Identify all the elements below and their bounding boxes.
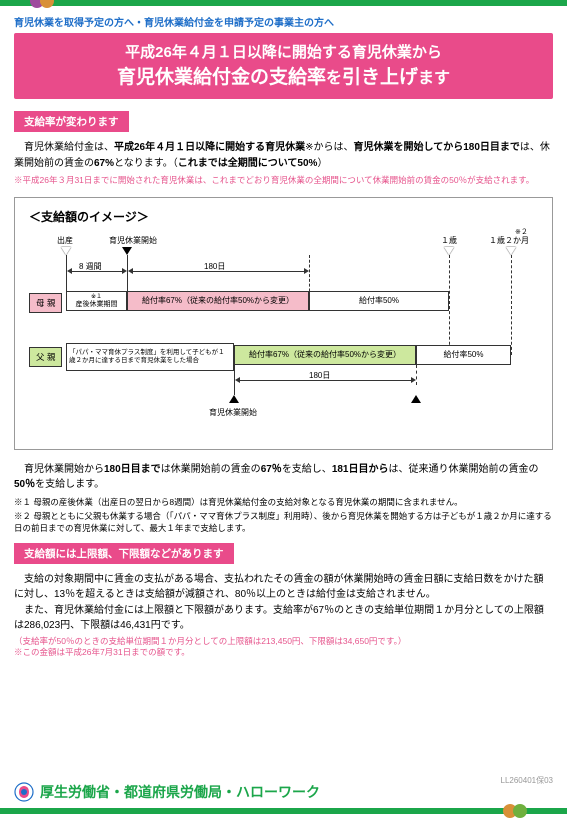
section2-note2: ※２ 母親とともに父親も休業する場合（「パパ・ママ育休プラス制度」利用時）、後か… [14, 511, 553, 535]
title-box: 平成26年４月１日以降に開始する育児休業から 育児休業給付金の支給率を引き上げま… [14, 33, 553, 99]
section1-header: 支給率が変わります [14, 111, 129, 132]
section3-note: （支給率が50％のときの支給単位期間１か月分としての上限額は213,450円、下… [14, 636, 553, 660]
footer-code: LL260401保03 [501, 775, 554, 786]
footer-text: 厚生労働省・都道府県労働局・ハローワーク [40, 782, 320, 802]
section2-note1: ※１ 母親の産後休業（出産日の翌日から8週間）は育児休業給付金の支給対象となる育… [14, 497, 553, 509]
subtitle: 育児休業を取得予定の方へ・育児休業給付金を申請予定の事業主の方へ [14, 14, 553, 29]
title-line1: 平成26年４月１日以降に開始する育児休業から [14, 41, 553, 62]
decor-circle [40, 0, 54, 8]
section3-header: 支給額には上限額、下限額などがあります [14, 543, 234, 564]
top-border [0, 0, 567, 6]
diagram: 出産 育児休業開始 １歳 １歳２か月 ※２ 8 週間 180日 母 親 [29, 235, 538, 435]
title-line2: 育児休業給付金の支給率を引き上げます [14, 62, 553, 89]
decor-circle [513, 804, 527, 818]
section1-body: 育児休業給付金は、平成26年４月１日以降に開始する育児休業※からは、育児休業を開… [14, 140, 553, 171]
footer: 厚生労働省・都道府県労働局・ハローワーク [0, 782, 567, 802]
section1-note: ※平成26年３月31日までに開始された育児休業は、これまでどおり育児休業の全期間… [14, 175, 553, 187]
diagram-box: ＜支給額のイメージ＞ 出産 育児休業開始 １歳 １歳２か月 ※２ 8 週間 [14, 197, 553, 450]
diagram-title: ＜支給額のイメージ＞ [29, 208, 538, 225]
footer-border [0, 808, 567, 814]
section3-body: 支給の対象期間中に賃金の支払がある場合、支払われたその賃金の額が休業開始時の賃金… [14, 572, 553, 634]
mhlw-logo-icon [14, 782, 34, 802]
section2-body: 育児休業開始から180日目までは休業開始前の賃金の67％を支給し、181日目から… [14, 462, 553, 493]
